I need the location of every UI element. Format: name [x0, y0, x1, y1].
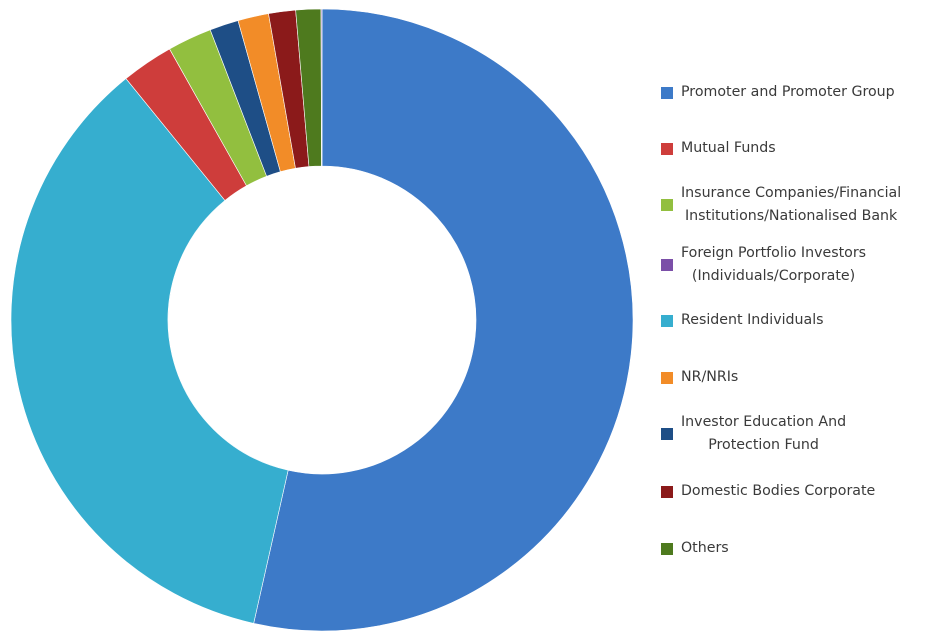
- legend-item-others: Others: [656, 537, 938, 560]
- legend-swatch: [661, 142, 673, 155]
- legend-swatch: [661, 86, 673, 99]
- legend-label: NR/NRIs: [681, 369, 739, 385]
- legend-item-resident-individuals: Resident Individuals: [656, 309, 938, 332]
- legend-label: Mutual Funds: [681, 140, 776, 156]
- legend-swatch: [661, 371, 673, 384]
- legend-label: Promoter and Promoter Group: [681, 84, 895, 100]
- legend-label: Foreign Portfolio Investors (Individuals…: [681, 245, 867, 284]
- legend-item-foreign-portfolio: Foreign Portfolio Investors (Individuals…: [656, 242, 938, 288]
- donut-slice-foreign-portfolio-investors-individuals-corporate: [320, 8, 323, 167]
- legend-item-promoter: Promoter and Promoter Group: [656, 81, 938, 104]
- legend-swatch: [661, 314, 673, 327]
- legend-item-nr-nris: NR/NRIs: [656, 366, 938, 389]
- legend-item-mutual-funds: Mutual Funds: [656, 137, 938, 160]
- donut-slice-resident-individuals: [10, 78, 289, 624]
- legend-item-insurance: Insurance Companies/Financial Institutio…: [656, 182, 938, 228]
- legend-label: Resident Individuals: [681, 312, 824, 328]
- legend-item-domestic-bodies-corporate: Domestic Bodies Corporate: [656, 480, 938, 503]
- legend-swatch: [661, 199, 673, 211]
- legend-item-iepf: Investor Education And Protection Fund: [656, 411, 938, 457]
- legend-swatch: [661, 259, 673, 271]
- legend-label: Investor Education And Protection Fund: [681, 414, 847, 453]
- legend-swatch: [661, 542, 673, 555]
- legend-swatch: [661, 428, 673, 440]
- legend-label: Insurance Companies/Financial Institutio…: [681, 185, 902, 224]
- legend-label: Domestic Bodies Corporate: [681, 483, 876, 499]
- donut-chart: [10, 8, 634, 631]
- chart-legend: Promoter and Promoter Group Mutual Funds…: [656, 0, 938, 631]
- legend-label: Others: [681, 540, 729, 556]
- legend-swatch: [661, 485, 673, 498]
- donut-slice-promoter-and-promoter-group: [253, 8, 634, 631]
